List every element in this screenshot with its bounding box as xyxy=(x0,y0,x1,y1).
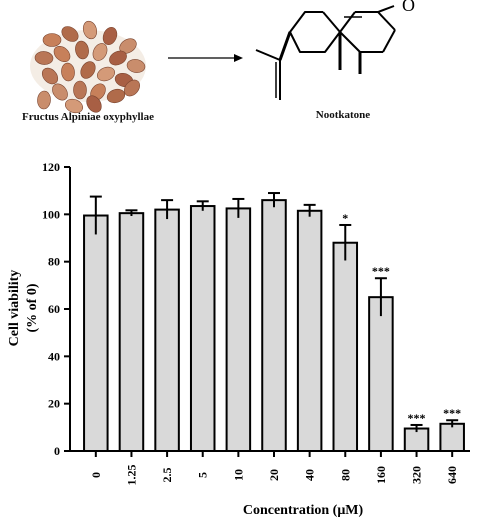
bar-640 xyxy=(439,422,465,452)
x-tick-label: 640 xyxy=(445,466,459,484)
y-tick-label: 120 xyxy=(42,160,60,174)
nootkatone-structure xyxy=(255,5,396,100)
x-tick-label: 5 xyxy=(196,472,210,478)
x-tick-label: 10 xyxy=(231,469,245,481)
significance-label-320: *** xyxy=(408,411,426,425)
right-arrow-icon xyxy=(168,54,243,62)
y-axis-title-line2: (% of 0) xyxy=(25,283,40,332)
bar-20 xyxy=(261,199,287,452)
bar-2.5 xyxy=(154,208,180,452)
left-caption: Fructus Alpiniae oxyphyllae xyxy=(22,111,154,123)
significance-label-640: *** xyxy=(443,406,461,420)
x-tick-label: 0 xyxy=(89,472,103,478)
bar-80 xyxy=(332,241,359,452)
bar-40 xyxy=(296,209,323,452)
y-tick-label: 0 xyxy=(54,444,60,458)
oxygen-atom-label: O xyxy=(402,0,415,15)
x-tick-label: 160 xyxy=(374,466,388,484)
x-tick-label: 20 xyxy=(267,469,281,481)
y-axis-title-line1: Cell viability xyxy=(7,270,22,347)
x-tick-label: 320 xyxy=(410,466,424,484)
y-tick-label: 60 xyxy=(48,302,60,316)
x-tick-label: 1.25 xyxy=(124,465,138,486)
x-tick-label: 80 xyxy=(338,469,352,481)
y-tick-label: 40 xyxy=(48,349,60,363)
bar-0 xyxy=(83,214,109,452)
alpinia-fruits-photo xyxy=(30,20,146,114)
y-tick-label: 20 xyxy=(48,397,60,411)
right-caption: Nootkatone xyxy=(316,109,371,121)
y-tick-label: 100 xyxy=(42,207,60,221)
x-tick-label: 2.5 xyxy=(160,468,174,483)
significance-label-160: *** xyxy=(372,264,390,278)
x-tick-label: 40 xyxy=(303,469,317,481)
y-tick-label: 80 xyxy=(48,255,60,269)
bar-5 xyxy=(189,205,216,452)
x-axis-title: Concentration (μM) xyxy=(243,503,364,518)
significance-label-80: * xyxy=(342,211,348,225)
bar-1.25 xyxy=(118,212,145,452)
bar-chart: 0 20 40 60 80 100 120 0 1.25 2.5 5 10 20 40 80 160 320 6… xyxy=(42,160,470,486)
bar-160 xyxy=(368,296,394,452)
bar-10 xyxy=(225,207,252,452)
